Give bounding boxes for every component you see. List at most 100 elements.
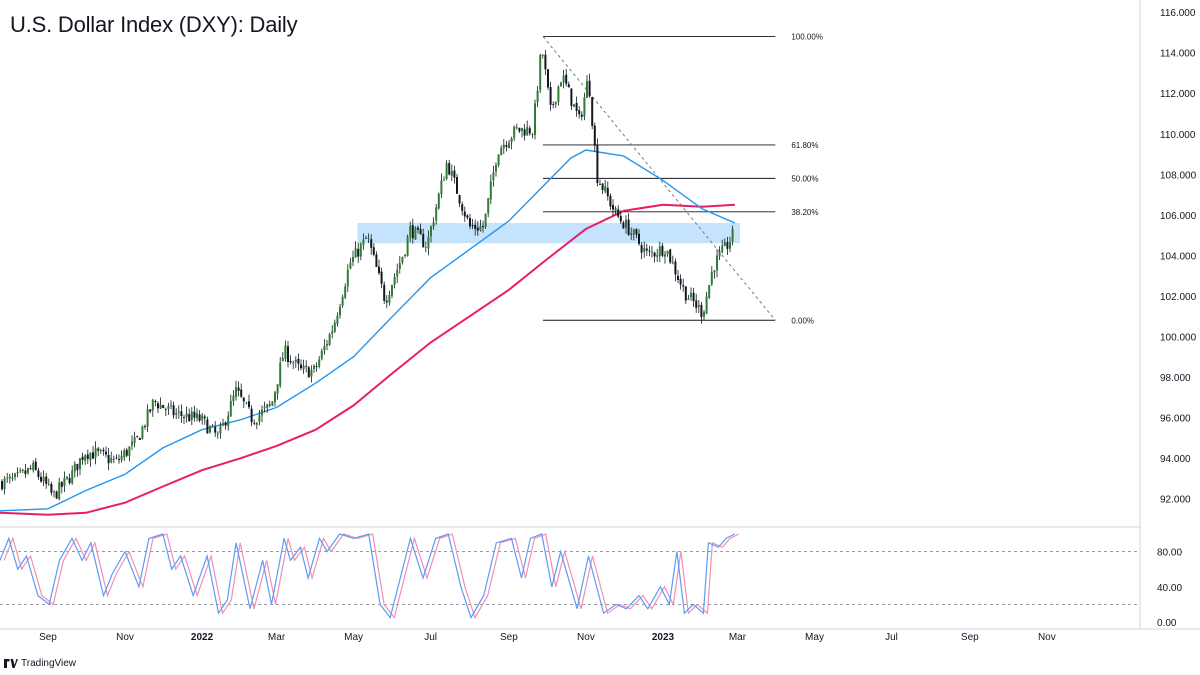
candle-body (180, 411, 183, 417)
candle-body (297, 358, 300, 364)
candle-body (21, 469, 24, 471)
candle-body (333, 322, 336, 332)
candle-body (274, 392, 276, 403)
candle-body (307, 367, 310, 378)
candle-body (573, 104, 575, 107)
candle-body (588, 80, 591, 97)
candle-body (281, 357, 284, 362)
candle-body (206, 419, 209, 434)
candle-body (635, 229, 638, 235)
price-axis-label: 98.000 (1160, 373, 1191, 384)
candle-body (367, 237, 370, 239)
candle-body (167, 406, 170, 409)
candle-body (284, 345, 287, 359)
candle-body (255, 422, 258, 425)
candle-body (71, 470, 74, 484)
candle-body (16, 471, 19, 474)
stochastic-axis-label: 40.00 (1157, 583, 1182, 594)
candle-body (606, 187, 609, 197)
candle-body (687, 298, 690, 300)
candle-body (45, 476, 48, 484)
price-axis-label: 104.000 (1160, 251, 1197, 262)
candle-body (58, 482, 61, 500)
candle-body (102, 449, 105, 452)
candle-body (604, 186, 607, 192)
candle-body (489, 181, 492, 200)
candle-body (684, 286, 687, 301)
candle-body (40, 476, 42, 482)
candle-body (292, 362, 295, 364)
candle-body (34, 461, 37, 470)
candle-body (471, 225, 474, 227)
time-axis-label: Sep (39, 632, 57, 643)
candle-body (188, 414, 191, 422)
time-axis-label: Mar (729, 632, 747, 643)
candle-body (580, 114, 583, 117)
candle-body (396, 270, 399, 277)
candle-body (674, 261, 677, 275)
candle-body (185, 413, 188, 418)
candle-body (68, 477, 71, 484)
time-axis-label: May (805, 632, 824, 643)
time-axis-label: 2023 (652, 632, 675, 643)
candle-body (461, 204, 464, 211)
price-axis-label: 96.000 (1160, 414, 1191, 425)
candle-body (128, 446, 131, 456)
candle-body (232, 395, 235, 402)
candle-body (718, 251, 721, 257)
candle-body (435, 207, 438, 221)
candle-body (401, 257, 404, 263)
candle-body (175, 412, 178, 415)
candle-body (601, 183, 604, 191)
candle-body (107, 455, 110, 464)
candle-body (276, 384, 279, 394)
candle-body (313, 365, 315, 369)
candle-body (300, 364, 302, 369)
candle-body (440, 180, 443, 195)
candle-body (523, 129, 526, 136)
price-axis-label: 110.000 (1160, 130, 1196, 141)
candle-body (393, 276, 396, 285)
candle-body (445, 163, 448, 179)
stochastic-axis-label: 80.00 (1157, 548, 1182, 559)
tradingview-logo[interactable]: TradingView (4, 658, 76, 669)
candle-body (612, 205, 614, 210)
candle-body (201, 415, 204, 420)
candle-body (630, 232, 633, 236)
candle-body (235, 387, 237, 397)
candle-body (305, 365, 308, 367)
candle-body (133, 437, 136, 444)
candle-body (552, 104, 555, 105)
brand-label: TradingView (21, 658, 77, 669)
candle-body (651, 252, 653, 253)
candle-body (138, 438, 141, 440)
fib-level-label: 50.00% (791, 174, 818, 183)
candle-body (357, 248, 360, 257)
stochastic-axis-label: 0.00 (1157, 618, 1177, 629)
candle-body (339, 306, 341, 316)
candle-body (583, 97, 586, 117)
candle-body (463, 211, 466, 217)
candle-body (73, 463, 76, 472)
candle-body (625, 219, 627, 228)
candle-body (599, 183, 601, 185)
candle-body (690, 292, 692, 298)
candle-body (508, 142, 510, 149)
candle-body (578, 110, 581, 115)
candle-body (352, 256, 354, 262)
candle-body (346, 269, 349, 287)
candle-body (19, 470, 22, 472)
candle-body (549, 87, 552, 105)
candle-body (575, 102, 578, 111)
candle-body (695, 300, 698, 308)
candle-body (513, 126, 516, 138)
candle-body (279, 362, 282, 386)
candle-body (375, 254, 378, 268)
candle-body (123, 450, 126, 458)
candle-body (131, 441, 133, 446)
candle-body (526, 127, 529, 136)
candle-body (557, 86, 560, 102)
candle-body (268, 404, 271, 406)
candle-body (209, 426, 211, 433)
